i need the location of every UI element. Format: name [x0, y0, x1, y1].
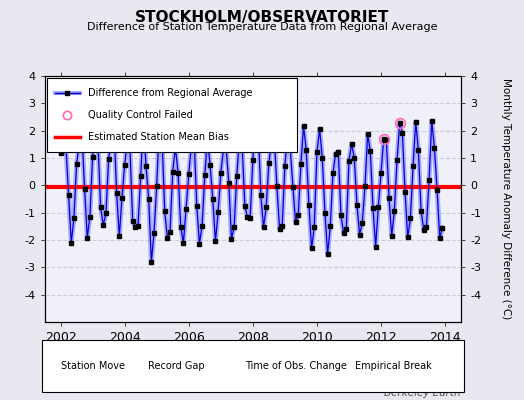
Text: Empirical Break: Empirical Break: [355, 361, 431, 371]
Text: Time of Obs. Change: Time of Obs. Change: [245, 361, 346, 371]
FancyBboxPatch shape: [47, 78, 297, 152]
Text: Station Move: Station Move: [61, 361, 125, 371]
Text: Record Gap: Record Gap: [148, 361, 204, 371]
Text: Estimated Station Mean Bias: Estimated Station Mean Bias: [88, 132, 229, 142]
Text: Berkeley Earth: Berkeley Earth: [385, 388, 461, 398]
Text: STOCKHOLM/OBSERVATORIET: STOCKHOLM/OBSERVATORIET: [135, 10, 389, 25]
Text: Difference of Station Temperature Data from Regional Average: Difference of Station Temperature Data f…: [87, 22, 437, 32]
Text: Quality Control Failed: Quality Control Failed: [88, 110, 193, 120]
Text: Difference from Regional Average: Difference from Regional Average: [88, 88, 253, 98]
Y-axis label: Monthly Temperature Anomaly Difference (°C): Monthly Temperature Anomaly Difference (…: [501, 78, 511, 320]
